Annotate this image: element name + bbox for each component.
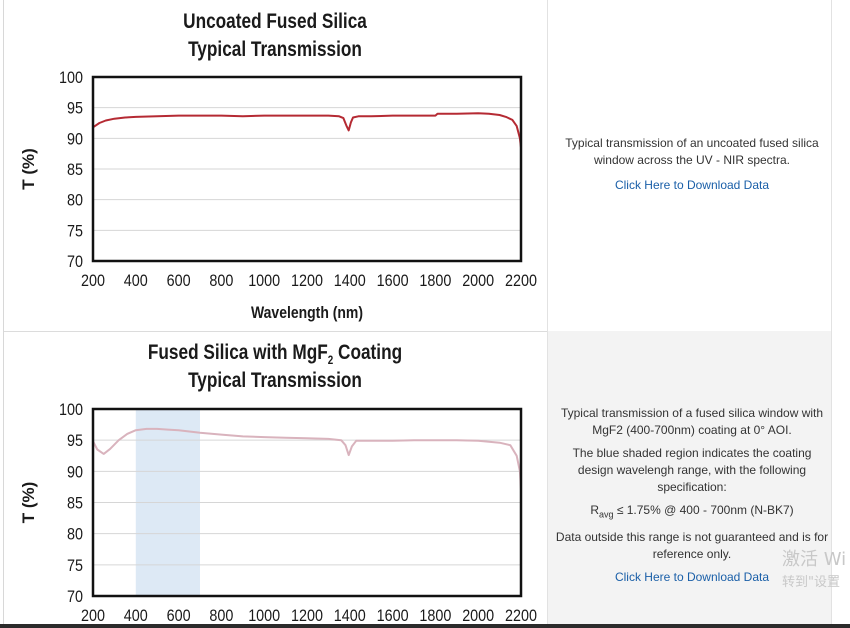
coated-xtick-label: 1800 [419, 606, 451, 625]
uncoated-xlabel: Wavelength (nm) [251, 303, 363, 322]
coated-ytick-label: 85 [67, 494, 83, 513]
uncoated-xtick-label: 800 [209, 271, 233, 290]
coated-chart-cell: Fused Silica with MgF2 Coating Typical T… [4, 331, 546, 628]
spec-r: R [590, 503, 599, 517]
uncoated-ytick-label: 100 [59, 68, 83, 87]
column-divider [547, 0, 548, 628]
coated-title-coating: Coating [333, 341, 403, 364]
coated-xtick-label: 200 [81, 606, 105, 625]
coated-ytick-label: 100 [59, 400, 83, 419]
coated-download-link[interactable]: Click Here to Download Data [614, 570, 770, 585]
uncoated-ytick-label: 75 [67, 221, 83, 240]
uncoated-transmission-curve [92, 112, 522, 148]
activation-watermark-line2: 转到"设置 [782, 575, 840, 590]
coated-spec: Ravg ≤ 1.75% @ 400 - 700nm (N-BK7) [555, 502, 829, 523]
row-divider [4, 331, 832, 332]
uncoated-chart-title-line1: Uncoated Fused Silica [183, 10, 367, 33]
coated-transmission-curve [92, 427, 522, 491]
coated-description-text-2: The blue shaded region indicates the coa… [572, 446, 812, 494]
coated-ytick-label: 75 [67, 556, 83, 575]
coated-title-subscript: 2 [327, 353, 334, 368]
uncoated-xtick-label: 1000 [248, 271, 280, 290]
coated-xtick-label: 2200 [505, 606, 537, 625]
uncoated-ytick-label: 85 [67, 160, 83, 179]
coated-transmission-chart: 70 75 80 85 90 95 100 200 400 600 800 1000 1200 1400 1… [19, 400, 537, 625]
coated-ytick-label: 95 [67, 431, 83, 450]
uncoated-plot-frame [91, 75, 523, 263]
coated-ytick-label: 70 [67, 587, 83, 606]
coated-description-text-3: Data outside this range is not guarantee… [555, 530, 829, 562]
coated-description-text-1: Typical transmission of a fused silica w… [560, 406, 824, 437]
uncoated-xtick-label: 1400 [334, 271, 366, 290]
coated-plot-frame [91, 407, 523, 598]
activation-watermark-line1: 激活 Wi [782, 549, 847, 570]
uncoated-ytick-label: 90 [67, 129, 83, 148]
uncoated-ytick-label: 80 [67, 191, 83, 210]
bottom-edge-bar [0, 624, 850, 628]
uncoated-ytick-label: 95 [67, 99, 83, 118]
coated-description: Typical transmission of a fused silica w… [555, 405, 829, 586]
uncoated-xtick-label: 200 [81, 271, 105, 290]
uncoated-ytick-label: 70 [67, 252, 83, 271]
uncoated-chart-title-line2: Typical Transmission [188, 38, 362, 61]
uncoated-description-text: Typical transmission of an uncoated fuse… [565, 136, 819, 167]
uncoated-xtick-label: 1600 [377, 271, 409, 290]
uncoated-xtick-label: 1800 [419, 271, 451, 290]
uncoated-xtick-label: 400 [124, 271, 148, 290]
uncoated-description: Typical transmission of an uncoated fuse… [555, 135, 829, 194]
coated-xtick-label: 1600 [377, 606, 409, 625]
coated-xtick-label: 800 [209, 606, 233, 625]
uncoated-ylabel: T (%) [19, 148, 38, 190]
spec-value: ≤ 1.75% @ 400 - 700nm (N-BK7) [613, 503, 794, 517]
coated-row: Fused Silica with MgF2 Coating Typical T… [4, 331, 832, 628]
coated-xtick-label: 1200 [291, 606, 323, 625]
uncoated-chart-cell: Uncoated Fused Silica Typical Transmissi… [4, 0, 546, 331]
uncoated-download-link[interactable]: Click Here to Download Data [614, 178, 770, 192]
uncoated-transmission-chart: 70 75 80 85 90 95 100 200 400 600 800 1000 1200 1400 1… [19, 68, 537, 322]
coated-title-main: Fused Silica with MgF [147, 341, 328, 364]
coated-chart-title-line2: Typical Transmission [188, 369, 362, 392]
coated-ylabel: T (%) [19, 482, 38, 524]
uncoated-xtick-label: 2000 [462, 271, 494, 290]
coated-xtick-label: 600 [167, 606, 191, 625]
coated-xtick-label: 1000 [248, 606, 280, 625]
page-left-border [3, 0, 4, 628]
coated-xtick-label: 2000 [462, 606, 494, 625]
coated-ytick-label: 90 [67, 462, 83, 481]
uncoated-xtick-label: 1200 [291, 271, 323, 290]
coated-xtick-label: 400 [124, 606, 148, 625]
spec-avg-subscript: avg [598, 509, 614, 520]
uncoated-xtick-label: 2200 [505, 271, 537, 290]
uncoated-xtick-label: 600 [167, 271, 191, 290]
uncoated-description-cell: Typical transmission of an uncoated fuse… [547, 0, 832, 331]
uncoated-row: Uncoated Fused Silica Typical Transmissi… [4, 0, 832, 331]
coated-description-cell: Typical transmission of a fused silica w… [547, 331, 832, 628]
coated-ytick-label: 80 [67, 525, 83, 544]
table-right-border [831, 0, 832, 628]
coated-chart-title-line1: Fused Silica with MgF2 Coating [53, 339, 497, 374]
coated-xtick-label: 1400 [334, 606, 366, 625]
